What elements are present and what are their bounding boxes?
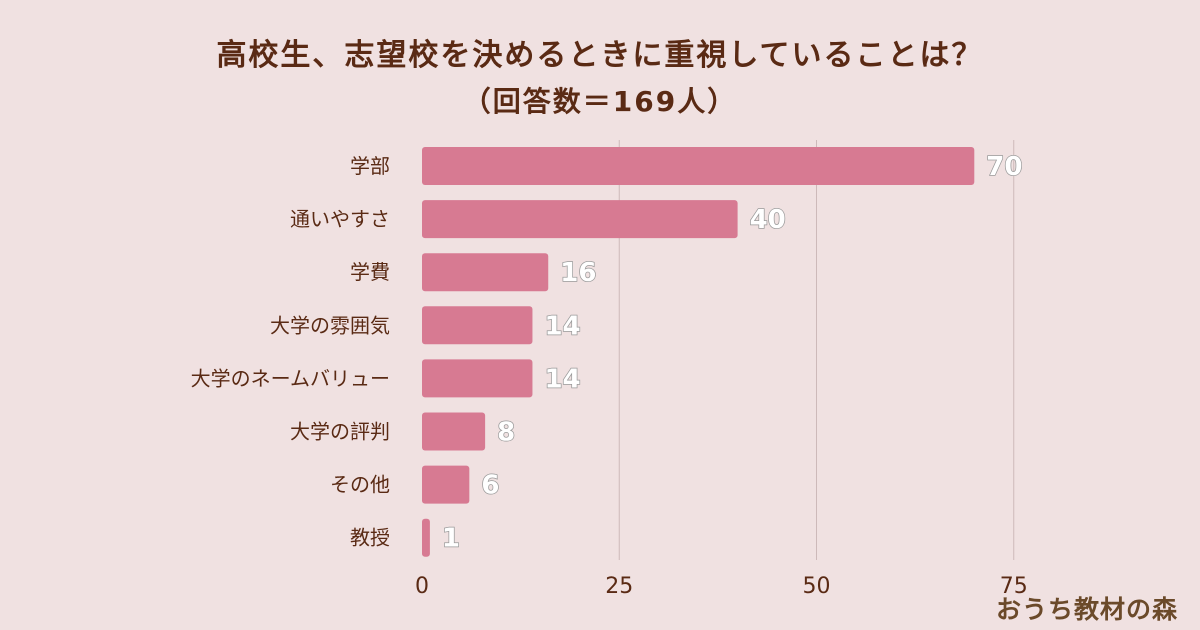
- value-label: 6: [481, 471, 499, 501]
- x-tick-label: 25: [605, 574, 633, 599]
- x-tick-label: 50: [803, 574, 831, 599]
- category-label: 大学の雰囲気: [270, 313, 390, 337]
- bar: [422, 306, 533, 345]
- value-label: 8: [497, 418, 515, 448]
- bar: [422, 412, 486, 451]
- value-label: 14: [544, 364, 580, 394]
- brand-logo-text: おうち教材の森: [995, 595, 1178, 624]
- value-label: 1: [442, 524, 460, 554]
- category-label: その他: [330, 473, 390, 497]
- x-tick-label: 75: [1000, 574, 1028, 599]
- bar: [422, 147, 975, 185]
- value-label: 70: [986, 152, 1022, 182]
- chart-subtitle: （回答数＝169人）: [462, 85, 738, 118]
- chart-title: 高校生、志望校を決めるときに重視していることは？: [216, 38, 984, 73]
- bar: [422, 518, 430, 557]
- value-label: 14: [544, 311, 580, 341]
- category-label: 通いやすさ: [290, 207, 390, 231]
- category-label: 教授: [350, 526, 390, 550]
- category-label: 学費: [350, 260, 390, 284]
- bar: [422, 465, 470, 504]
- value-label: 40: [750, 205, 786, 235]
- bar: [422, 253, 549, 292]
- category-label: 学部: [350, 154, 390, 178]
- bar: [422, 200, 738, 239]
- category-label: 大学の評判: [290, 420, 390, 444]
- category-label: 大学のネームバリュー: [191, 366, 390, 390]
- value-label: 16: [560, 258, 596, 288]
- bar: [422, 359, 533, 398]
- x-tick-label: 0: [415, 574, 429, 599]
